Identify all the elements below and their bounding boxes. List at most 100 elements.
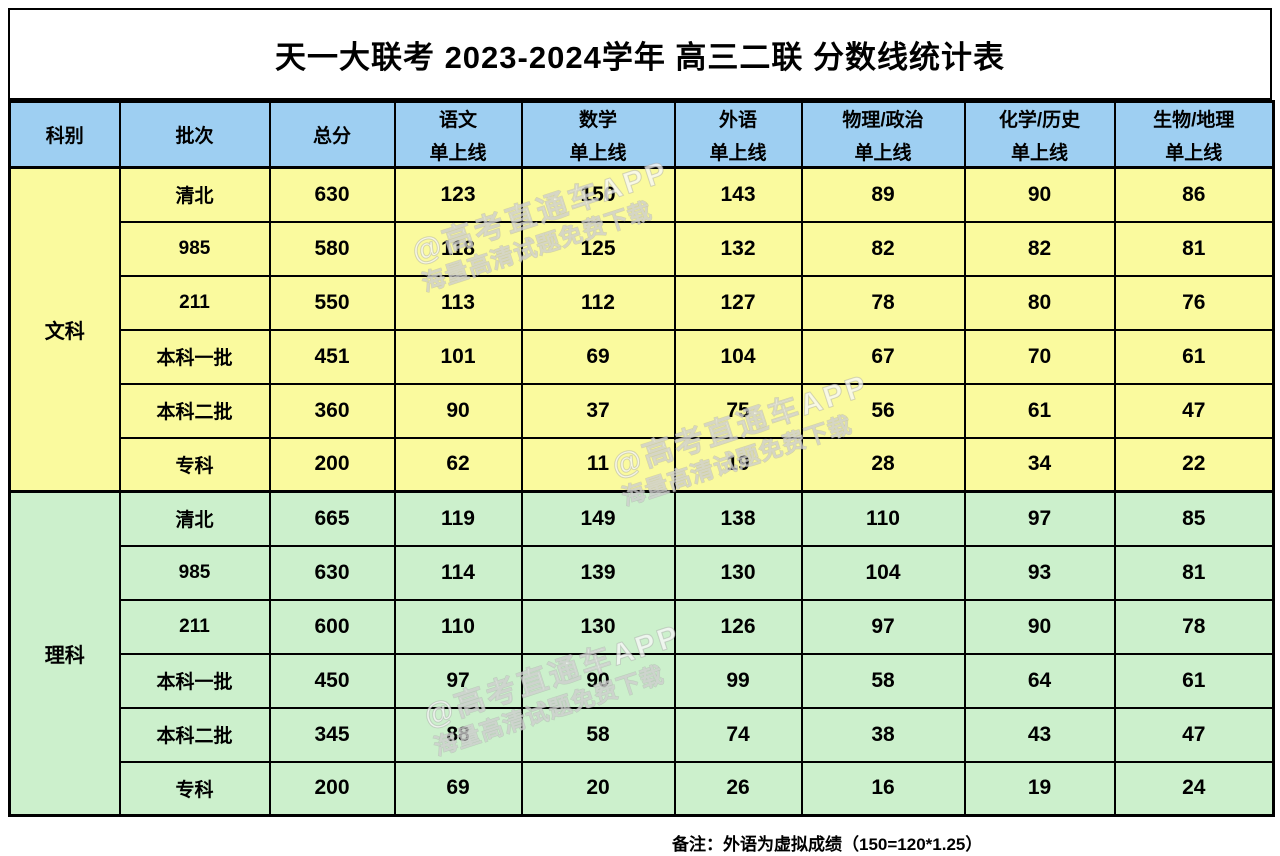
column-header-8: 生物/地理 单上线 <box>1113 100 1275 169</box>
score-cell: 20 <box>520 760 676 817</box>
score-cell: 110 <box>800 490 966 547</box>
score-cell: 580 <box>268 220 396 277</box>
score-cell: 85 <box>1113 490 1275 547</box>
score-cell: 451 <box>268 328 396 385</box>
score-cell: 37 <box>520 382 676 439</box>
table-row: 本科二批 360 90 37 75 56 61 47 <box>10 382 1275 439</box>
batch-cell: 本科一批 <box>118 652 271 709</box>
batch-cell: 清北 <box>118 166 271 223</box>
batch-cell: 专科 <box>118 760 271 817</box>
table-row: 理科 清北 665 119 149 138 110 97 85 <box>8 490 1275 817</box>
score-cell: 70 <box>963 328 1116 385</box>
category-cell: 文科 <box>8 166 121 493</box>
score-cell: 81 <box>1113 220 1275 277</box>
batch-cell: 985 <box>118 544 271 601</box>
score-cell: 113 <box>393 274 523 331</box>
score-cell: 76 <box>1113 274 1275 331</box>
score-cell: 24 <box>1113 760 1275 817</box>
score-cell: 90 <box>963 166 1116 223</box>
score-cell: 550 <box>268 274 396 331</box>
table-row: 985 580 118 125 132 82 82 81 <box>10 220 1275 277</box>
batch-cell: 本科一批 <box>118 328 271 385</box>
batch-cell: 专科 <box>118 436 271 493</box>
score-cell: 114 <box>393 544 523 601</box>
header-row: 科别 批次 总分 语文 单上线 数学 单上线 外语 单上线 物理/政治 单上线 化学/历史 单上线 生物/… <box>8 100 1275 169</box>
score-cell: 69 <box>520 328 676 385</box>
score-cell: 89 <box>800 166 966 223</box>
table-row: 本科一批 451 101 69 104 67 70 61 <box>10 328 1275 385</box>
table-row: 211 600 110 130 126 97 90 78 <box>10 598 1275 655</box>
column-header-1: 批次 <box>118 100 271 169</box>
score-cell: 125 <box>520 220 676 277</box>
score-cell: 665 <box>268 490 396 547</box>
score-cell: 43 <box>963 706 1116 763</box>
score-cell: 130 <box>520 598 676 655</box>
score-cell: 28 <box>800 436 966 493</box>
score-cell: 56 <box>800 382 966 439</box>
score-cell: 630 <box>268 166 396 223</box>
score-cell: 34 <box>963 436 1116 493</box>
table-row: 专科 200 69 20 26 16 19 24 <box>10 760 1275 817</box>
score-cell: 97 <box>800 598 966 655</box>
score-cell: 47 <box>1113 382 1275 439</box>
score-cell: 11 <box>520 436 676 493</box>
section-liberal-arts: 文科 清北 630 123 150 143 89 90 86 985 580 118 125 132 82 8… <box>8 166 1275 493</box>
score-cell: 200 <box>268 436 396 493</box>
batch-cell: 清北 <box>118 490 271 547</box>
table-header: 科别 批次 总分 语文 单上线 数学 单上线 外语 单上线 物理/政治 单上线 化学/历史 单上线 生物/… <box>8 100 1275 169</box>
batch-cell: 211 <box>118 274 271 331</box>
score-cell: 88 <box>393 706 523 763</box>
score-cell: 110 <box>393 598 523 655</box>
score-cell: 360 <box>268 382 396 439</box>
score-cell: 93 <box>963 544 1116 601</box>
score-cell: 75 <box>673 382 803 439</box>
column-header-5: 外语 单上线 <box>673 100 803 169</box>
score-cell: 80 <box>963 274 1116 331</box>
score-cell: 62 <box>393 436 523 493</box>
score-cell: 139 <box>520 544 676 601</box>
score-cell: 104 <box>673 328 803 385</box>
score-cell: 38 <box>800 706 966 763</box>
score-cell: 19 <box>673 436 803 493</box>
score-cell: 58 <box>800 652 966 709</box>
table-row: 本科一批 450 97 90 99 58 64 61 <box>10 652 1275 709</box>
score-cell: 90 <box>520 652 676 709</box>
score-cell: 90 <box>393 382 523 439</box>
score-cell: 118 <box>393 220 523 277</box>
batch-cell: 985 <box>118 220 271 277</box>
score-cell: 47 <box>1113 706 1275 763</box>
score-cell: 64 <box>963 652 1116 709</box>
score-cell: 97 <box>963 490 1116 547</box>
score-cell: 61 <box>1113 328 1275 385</box>
score-cell: 104 <box>800 544 966 601</box>
category-cell: 理科 <box>8 490 121 817</box>
page-title: 天一大联考 2023-2024学年 高三二联 分数线统计表 <box>274 39 1006 75</box>
table-row: 专科 200 62 11 19 28 34 22 <box>10 436 1275 493</box>
score-cell: 450 <box>268 652 396 709</box>
score-cell: 22 <box>1113 436 1275 493</box>
column-header-4: 数学 单上线 <box>520 100 676 169</box>
score-cell: 67 <box>800 328 966 385</box>
score-cell: 200 <box>268 760 396 817</box>
table-row: 本科二批 345 88 58 74 38 43 47 <box>10 706 1275 763</box>
table-row: 985 630 114 139 130 104 93 81 <box>10 544 1275 601</box>
score-cell: 81 <box>1113 544 1275 601</box>
score-cell: 69 <box>393 760 523 817</box>
batch-cell: 本科二批 <box>118 706 271 763</box>
score-cell: 101 <box>393 328 523 385</box>
column-header-3: 语文 单上线 <box>393 100 523 169</box>
section-science: 理科 清北 665 119 149 138 110 97 85 985 630 114 139 130 10… <box>8 490 1275 817</box>
score-cell: 99 <box>673 652 803 709</box>
score-cell: 123 <box>393 166 523 223</box>
score-cell: 149 <box>520 490 676 547</box>
score-cell: 82 <box>963 220 1116 277</box>
score-cell: 150 <box>520 166 676 223</box>
title-box: 天一大联考 2023-2024学年 高三二联 分数线统计表 <box>8 8 1272 100</box>
batch-cell: 本科二批 <box>118 382 271 439</box>
score-cell: 112 <box>520 274 676 331</box>
score-cell: 26 <box>673 760 803 817</box>
table-row: 文科 清北 630 123 150 143 89 90 86 <box>8 166 1275 493</box>
column-header-7: 化学/历史 单上线 <box>963 100 1116 169</box>
score-cell: 61 <box>963 382 1116 439</box>
score-cell: 61 <box>1113 652 1275 709</box>
